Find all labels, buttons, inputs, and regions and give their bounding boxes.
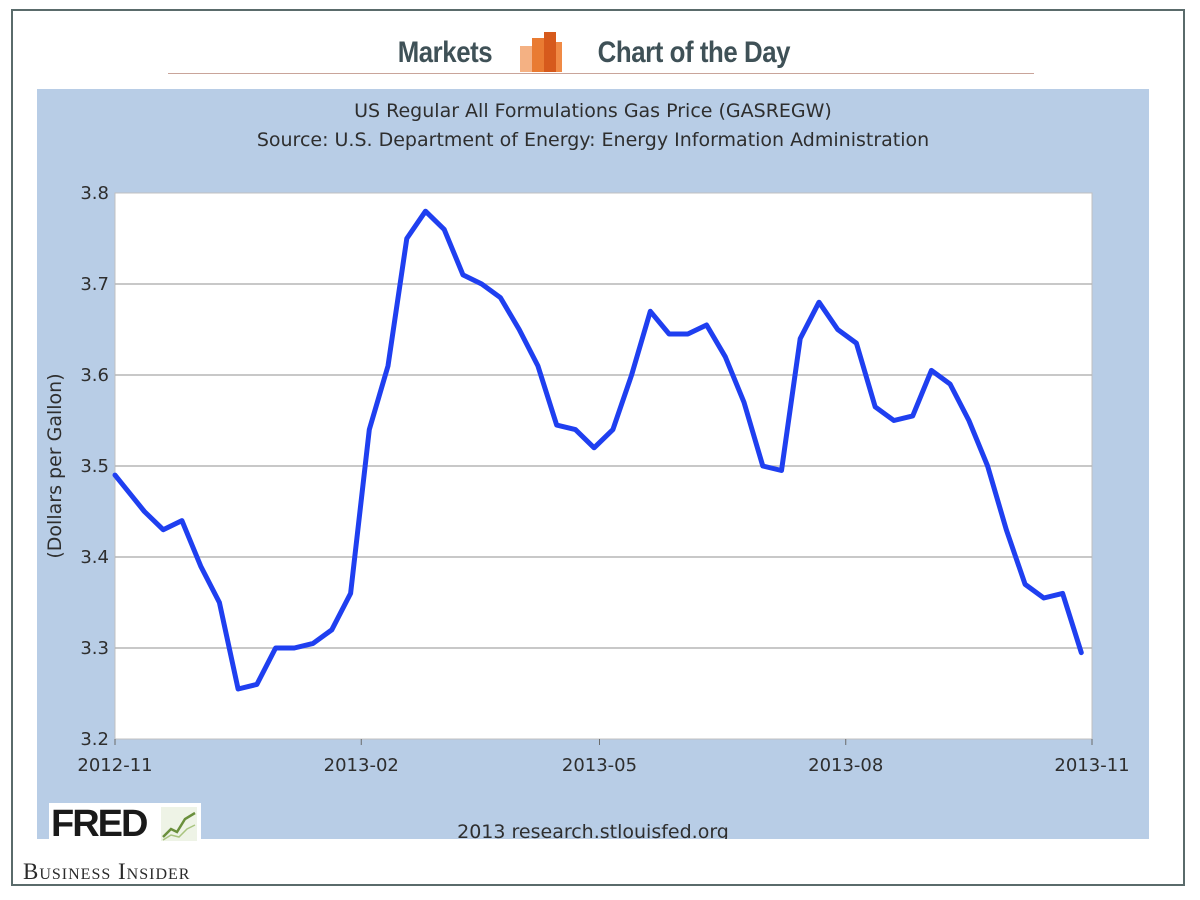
data-point	[481, 283, 483, 285]
data-point	[162, 529, 164, 531]
data-point	[424, 210, 426, 212]
data-point	[143, 511, 145, 512]
data-point	[181, 520, 183, 522]
data-point	[350, 592, 352, 594]
data-point	[631, 374, 633, 376]
data-point	[649, 310, 651, 312]
bar-chart-icon-svg	[520, 32, 563, 72]
x-tick-label: 2013-02	[324, 755, 399, 776]
y-tick-label: 3.2	[80, 729, 109, 750]
data-point	[537, 365, 539, 367]
fred-graph-icon	[161, 807, 197, 841]
data-point	[855, 342, 857, 344]
data-point	[987, 465, 989, 467]
data-point	[687, 333, 689, 335]
fred-logo: FRED	[49, 803, 201, 845]
data-point	[743, 401, 745, 403]
data-point	[930, 369, 932, 371]
data-point	[462, 274, 464, 276]
data-point	[406, 238, 408, 239]
business-insider-logo: Business Insider	[23, 859, 191, 884]
data-point	[668, 333, 670, 335]
data-point	[1062, 592, 1064, 594]
data-point	[518, 329, 520, 330]
y-tick-label: 3.8	[80, 183, 109, 204]
data-point	[256, 683, 258, 685]
data-point	[593, 447, 595, 449]
data-point	[1043, 597, 1045, 599]
chart-title: US Regular All Formulations Gas Price (G…	[354, 100, 832, 122]
bar-chart-icon	[518, 32, 564, 74]
line-chart: US Regular All Formulations Gas Price (G…	[44, 100, 1130, 839]
data-point	[762, 465, 764, 467]
y-axis-ticks: 3.2 3.3 3.4 3.5 3.6 3.7 3.8	[80, 183, 109, 750]
data-point	[968, 420, 970, 421]
data-point	[949, 383, 951, 385]
x-tick-label: 2013-05	[562, 755, 637, 776]
data-point	[818, 301, 820, 303]
data-point	[912, 415, 914, 417]
data-point	[837, 329, 839, 330]
chart-source-footer: 2013 research.stlouisfed.org	[457, 821, 729, 839]
chart-subtitle: Source: U.S. Department of Energy: Energ…	[257, 129, 929, 151]
data-point	[612, 429, 614, 431]
x-tick-label: 2013-11	[1054, 755, 1129, 776]
chart-panel: US Regular All Formulations Gas Price (G…	[37, 89, 1149, 839]
y-tick-label: 3.5	[80, 456, 109, 477]
data-point	[556, 424, 558, 426]
header-chart-of-the-day: Chart of the Day	[597, 36, 791, 69]
data-point	[724, 356, 726, 358]
data-point	[706, 324, 708, 326]
y-axis-label: (Dollars per Gallon)	[44, 373, 66, 558]
data-point	[368, 429, 370, 431]
y-tick-label: 3.4	[80, 547, 109, 568]
data-point	[443, 228, 445, 230]
data-point	[200, 565, 202, 567]
infographic-frame: Markets Chart of the Day US Regular All …	[11, 9, 1185, 886]
x-tick-label: 2012-11	[77, 755, 152, 776]
data-point	[218, 602, 220, 603]
data-point	[781, 470, 783, 472]
data-point	[1080, 652, 1082, 654]
y-tick-label: 3.7	[80, 274, 109, 295]
data-point	[237, 688, 239, 690]
x-axis-ticks: 2012-11 2013-02 2013-05 2013-08 2013-11	[77, 739, 1130, 776]
data-point	[799, 338, 801, 340]
data-point	[293, 647, 295, 649]
data-point	[574, 429, 576, 431]
series-line	[112, 208, 1084, 692]
data-point	[275, 647, 277, 649]
y-tick-label: 3.6	[80, 365, 109, 386]
data-point	[1005, 529, 1007, 531]
header-divider	[168, 73, 1034, 74]
y-tick-label: 3.3	[80, 638, 109, 659]
x-tick-label: 2013-08	[808, 755, 883, 776]
fred-logo-text: FRED	[51, 803, 148, 845]
data-point	[874, 406, 876, 408]
data-point	[114, 474, 116, 476]
data-point	[312, 642, 314, 644]
data-point	[1024, 583, 1026, 585]
header: Markets Chart of the Day	[13, 25, 1183, 81]
data-point	[331, 629, 333, 631]
data-point	[387, 365, 389, 367]
data-point	[893, 420, 895, 421]
data-point	[499, 297, 501, 299]
series-layer	[112, 208, 1084, 692]
header-markets: Markets	[397, 36, 493, 69]
